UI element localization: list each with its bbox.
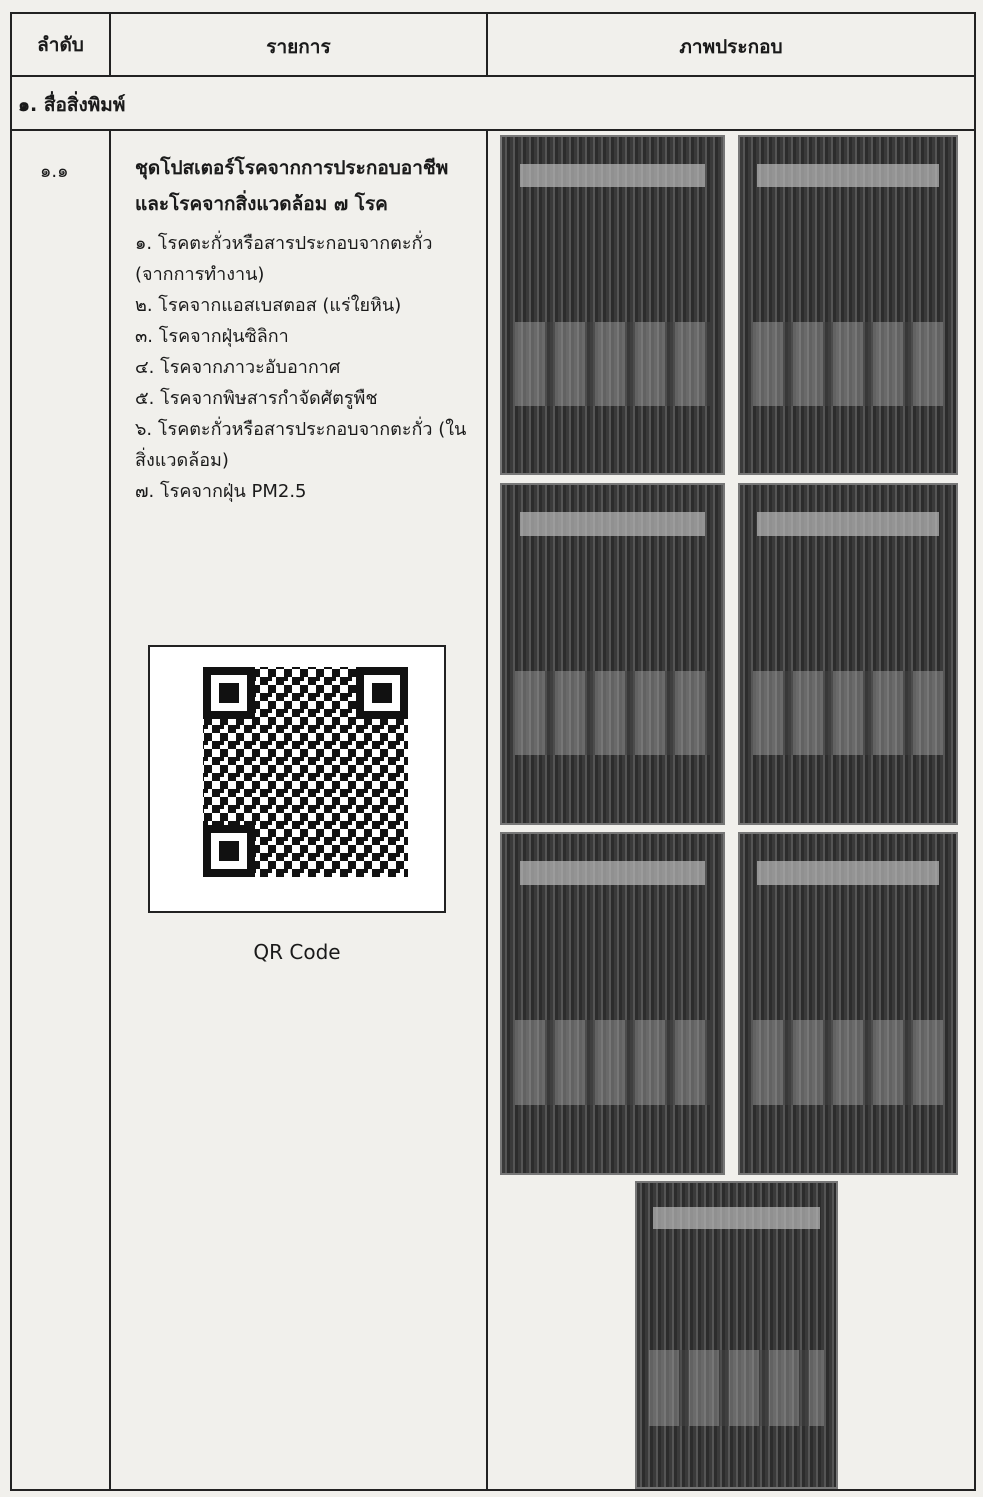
rule (10, 1489, 976, 1491)
item-title: ชุดโปสเตอร์โรคจากการประกอบอาชีพและโรคจาก… (135, 157, 449, 215)
rule (109, 12, 111, 76)
poster-image (738, 483, 958, 825)
qr-code (148, 645, 446, 913)
list-item: ๗. โรคจากฝุ่น PM2.5 (135, 481, 307, 502)
rule (109, 130, 111, 1490)
section-title: ๑. สื่อสิ่งพิมพ์ (18, 94, 126, 116)
header-cell: ลำดับ (37, 34, 84, 56)
list-item: ๔. โรคจากภาวะอับอากาศ (135, 357, 341, 378)
list-item: ๑. โรคตะกั่วหรือสารประกอบจากตะกั่ว (จากก… (135, 233, 433, 285)
list-item: ๓. โรคจากฝุ่นซิลิกา (135, 326, 289, 347)
qr-caption: QR Code (253, 940, 341, 964)
poster-image (500, 135, 725, 475)
list-item: ๖. โรคตะกั่วหรือสารประกอบจากตะกั่ว (ในสิ… (135, 419, 467, 471)
header-cell: ภาพประกอบ (679, 36, 783, 58)
rule (10, 129, 976, 131)
rule (486, 12, 488, 76)
poster-image (500, 832, 725, 1175)
rule (10, 12, 12, 1491)
poster-image (500, 483, 725, 825)
poster-image (738, 135, 958, 475)
header-cell: รายการ (266, 36, 331, 58)
rule (486, 130, 488, 1490)
rule (974, 12, 976, 1491)
list-item: ๕. โรคจากพิษสารกำจัดศัตรูพืช (135, 388, 378, 409)
rule (10, 75, 976, 77)
poster-image (635, 1181, 838, 1489)
poster-image (738, 832, 958, 1175)
rule (10, 12, 976, 14)
item-number: ๑.๑ (40, 161, 69, 182)
item-list: ๑. โรคตะกั่วหรือสารประกอบจากตะกั่ว (จากก… (135, 228, 475, 507)
list-item: ๒. โรคจากแอสเบสตอส (แร่ใยหิน) (135, 295, 402, 316)
